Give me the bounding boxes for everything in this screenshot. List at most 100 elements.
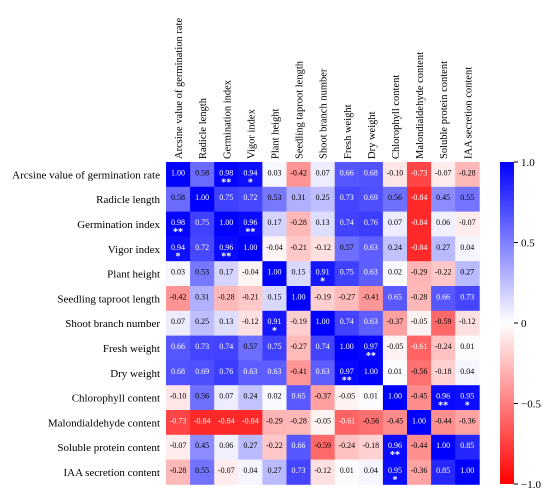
column-label-vigor-index: Vigor index <box>246 108 257 159</box>
cell-value: -0.28 <box>290 218 307 227</box>
cell-value: 0.95 <box>460 392 474 401</box>
cell-value: 0.73 <box>460 292 474 301</box>
cell-value: 0.55 <box>460 193 474 202</box>
heatmap-cell <box>310 186 336 212</box>
heatmap-cell <box>431 385 456 411</box>
heatmap-cell <box>407 211 432 237</box>
column-label-fresh-weight: Fresh weight <box>343 104 354 159</box>
cell-value: 0.85 <box>460 441 474 450</box>
heatmap-cell <box>238 236 263 262</box>
heatmap-cell <box>214 434 239 460</box>
cell-value: 0.74 <box>316 342 330 351</box>
heatmap-cell <box>190 360 215 386</box>
heatmap-cell <box>382 162 408 188</box>
heatmap-cell <box>407 410 432 436</box>
cell-value: 0.53 <box>195 268 209 277</box>
heatmap-cell <box>407 286 432 312</box>
heatmap-cell <box>334 335 360 361</box>
heatmap-cell <box>286 459 311 485</box>
heatmap-cell <box>358 310 384 336</box>
heatmap-cell <box>382 261 408 287</box>
cell-value: 0.25 <box>316 193 330 202</box>
heatmap-cell <box>310 236 336 262</box>
cell-value: -0.37 <box>387 317 404 326</box>
cell-value: 0.75 <box>195 218 209 227</box>
cell-value: 0.66 <box>340 168 354 177</box>
heatmap-cell <box>238 360 263 386</box>
cell-value: -0.12 <box>242 317 259 326</box>
column-label-dry-weight: Dry weight <box>367 111 378 159</box>
cell-value: -0.24 <box>435 342 452 351</box>
cell-value: 0.02 <box>388 268 402 277</box>
heatmap-cell <box>214 360 239 386</box>
heatmap-cell <box>310 385 336 411</box>
heatmap-cell <box>286 162 311 188</box>
heatmap-cell <box>407 360 432 386</box>
heatmap-cell <box>286 410 311 436</box>
cell-value: 0.02 <box>267 392 281 401</box>
cell-value: 1.00 <box>316 317 330 326</box>
cell-value-labels: 1.00 0.58 0.98**0.94*0.03 -0.42 0.07 0.66 0.68… <box>170 168 476 486</box>
heatmap-cell <box>431 459 456 485</box>
cell-value: -0.04 <box>266 243 283 252</box>
column-label-radicle-length: Radicle length <box>198 97 209 159</box>
heatmap-cell <box>214 385 239 411</box>
heatmap-cell <box>382 434 408 460</box>
colorbar-tick-label: 0.5 <box>521 238 535 250</box>
heatmap-cell <box>214 335 239 361</box>
significance-mark: * <box>465 401 470 412</box>
cell-value: -0.05 <box>387 342 404 351</box>
heatmap-cell <box>382 385 408 411</box>
heatmap-cell <box>455 310 480 336</box>
cell-value: 0.96 <box>219 243 233 252</box>
column-label-malondialdehyde-content: Malondialdehyde content <box>415 52 426 159</box>
cell-value: 0.98 <box>171 218 185 227</box>
cell-value: -0.45 <box>411 392 428 401</box>
cell-value: -0.07 <box>459 218 476 227</box>
cell-value: -0.84 <box>194 416 211 425</box>
cell-value: 0.57 <box>340 243 354 252</box>
heatmap-cell <box>382 286 408 312</box>
column-label-arcsine-value-of-germination-rate: Arcsine value of germination rate <box>174 18 185 159</box>
heatmap-cell <box>262 162 287 188</box>
significance-mark: ** <box>342 376 352 387</box>
significance-mark: ** <box>366 351 376 362</box>
heatmap-cell <box>166 459 191 485</box>
heatmap-cell <box>358 236 384 262</box>
heatmap-cell <box>334 286 360 312</box>
significance-mark: ** <box>221 252 231 263</box>
significance-mark: * <box>320 277 325 288</box>
heatmap-cell <box>382 360 408 386</box>
cell-value: 0.04 <box>460 367 474 376</box>
heatmap-cell <box>190 211 215 237</box>
heatmap-cell <box>334 434 360 460</box>
heatmap-cell <box>431 162 456 188</box>
heatmap-cell <box>262 186 287 212</box>
cell-value: -0.28 <box>218 292 235 301</box>
heatmap-cell <box>214 186 239 212</box>
heatmap-cell <box>310 410 336 436</box>
heatmap-cell <box>382 310 408 336</box>
heatmap-cell <box>407 459 432 485</box>
cell-value: -0.73 <box>411 168 428 177</box>
cell-value: 0.69 <box>195 367 209 376</box>
cell-value: 0.98 <box>219 168 233 177</box>
heatmap-cell <box>334 310 360 336</box>
cell-value: 0.56 <box>388 193 402 202</box>
cell-value: -0.18 <box>435 367 452 376</box>
heatmap-cell <box>214 410 239 436</box>
heatmap-cell <box>358 162 384 188</box>
heatmap-cell <box>382 459 408 485</box>
heatmap-cell <box>382 410 408 436</box>
significance-mark: ** <box>390 450 400 461</box>
heatmap-cell <box>166 410 191 436</box>
heatmap-cell <box>166 286 191 312</box>
cell-value: 0.63 <box>267 367 281 376</box>
heatmap-cell <box>334 410 360 436</box>
row-label-seedling-taproot-length: Seedling taproot length <box>57 293 160 305</box>
cell-value: 0.74 <box>219 342 233 351</box>
cell-value: 1.00 <box>219 218 233 227</box>
cell-value: -0.45 <box>387 416 404 425</box>
colorbar-tick-label: 1.0 <box>521 157 535 169</box>
heatmap-cell <box>190 434 215 460</box>
